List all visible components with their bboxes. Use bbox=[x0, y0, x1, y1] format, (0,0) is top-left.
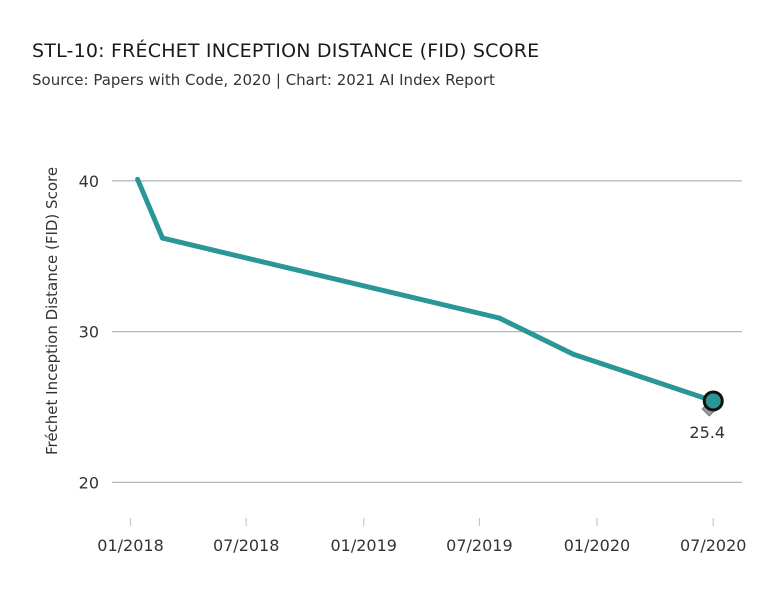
highlight-data-label: 25.4 bbox=[689, 423, 725, 442]
y-tick-label-20: 20 bbox=[79, 473, 99, 492]
data-point-2 bbox=[496, 315, 502, 321]
y-axis-title: Fréchet Inception Distance (FID) Score bbox=[43, 167, 61, 455]
chart-subtitle: Source: Papers with Code, 2020 | Chart: … bbox=[32, 71, 495, 89]
x-tick-label-0: 01/2018 bbox=[97, 536, 163, 555]
x-tick-label-5: 07/2020 bbox=[680, 536, 746, 555]
series-line-0 bbox=[135, 178, 714, 404]
data-point-3 bbox=[570, 351, 576, 357]
x-tick-label-2: 01/2019 bbox=[331, 536, 397, 555]
x-tick-label-3: 07/2019 bbox=[446, 536, 512, 555]
x-tick-label-4: 01/2020 bbox=[564, 536, 630, 555]
y-tick-label-30: 30 bbox=[79, 323, 99, 342]
data-point-1 bbox=[159, 235, 165, 241]
y-tick-label-40: 40 bbox=[79, 172, 99, 191]
data-point-0 bbox=[135, 176, 141, 182]
highlight-point-marker bbox=[702, 390, 724, 412]
x-tick-label-1: 07/2018 bbox=[213, 536, 279, 555]
chart-title: STL-10: FRÉCHET INCEPTION DISTANCE (FID)… bbox=[32, 40, 540, 62]
